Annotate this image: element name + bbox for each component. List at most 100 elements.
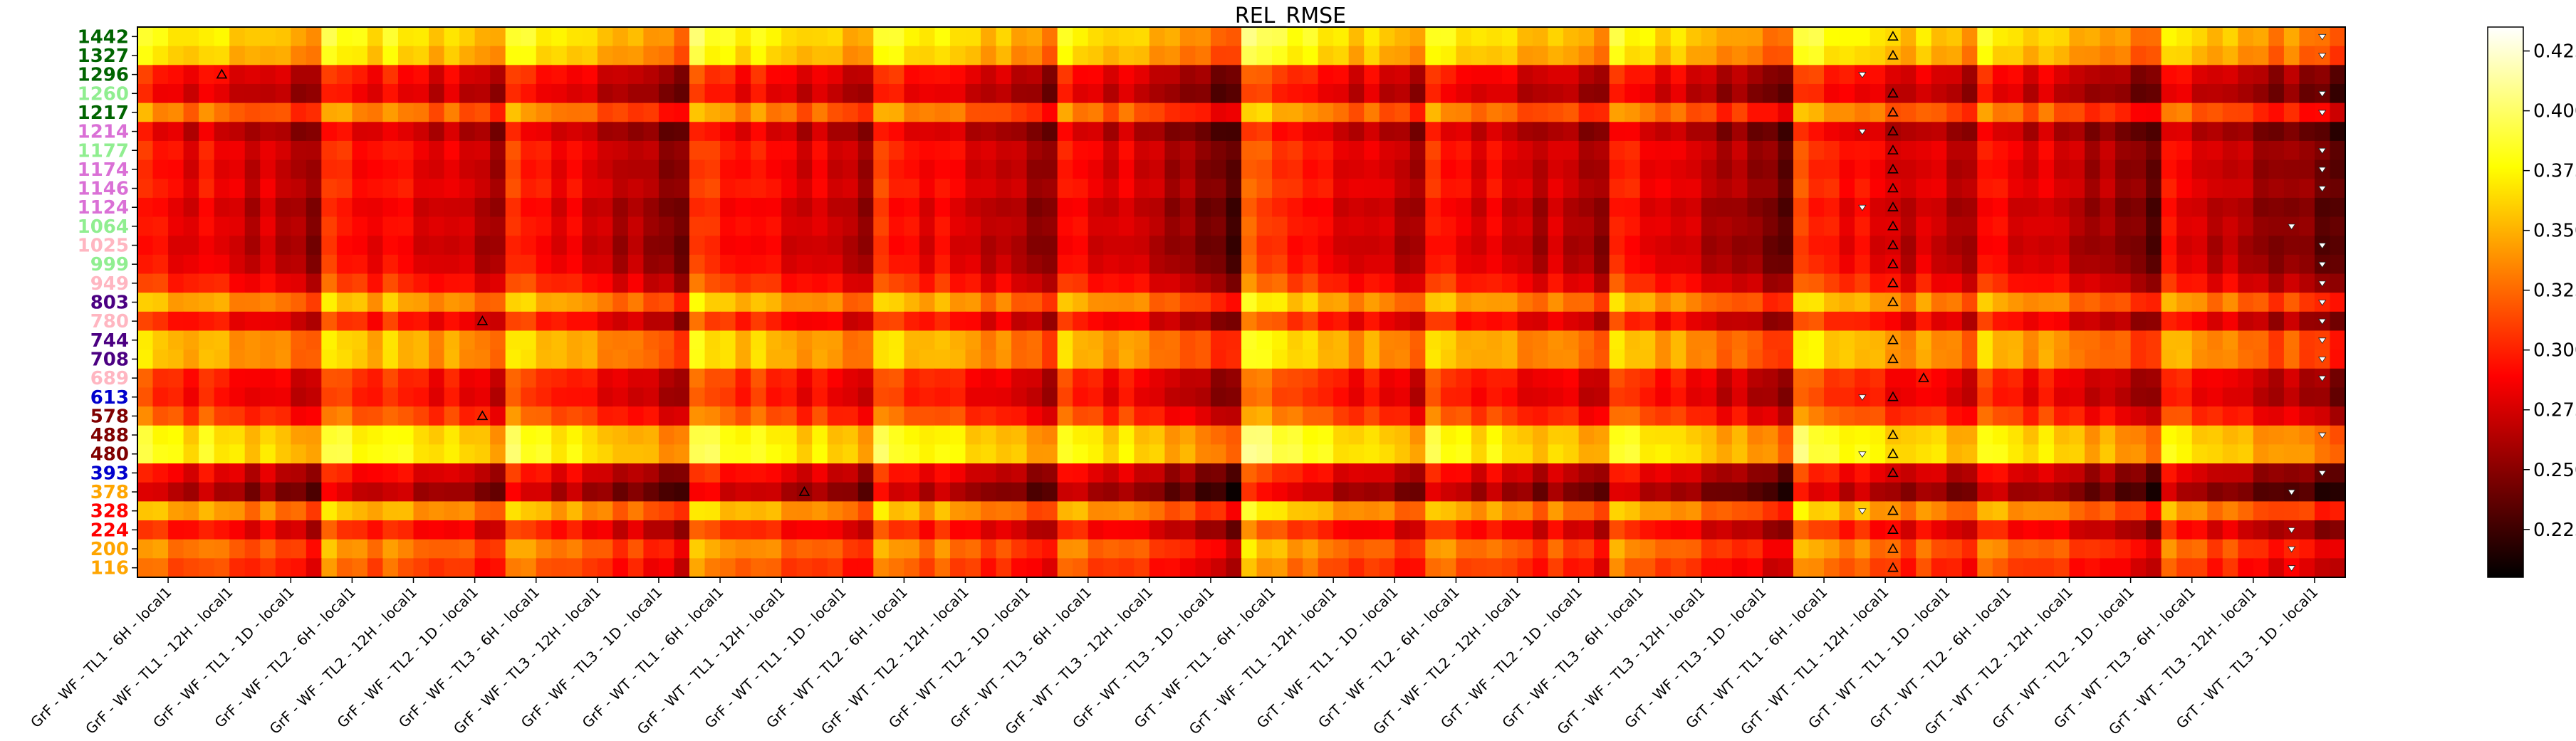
heatmap-cell [1824,46,1840,65]
heatmap-cell [689,103,706,122]
heatmap-cell [1808,406,1825,426]
heatmap-cell [1992,463,2008,483]
heatmap-cell [1839,103,1855,122]
heatmap-cell [536,254,552,275]
heatmap-cell [1639,311,1656,332]
heatmap-cell [857,236,874,256]
heatmap-cell [536,65,552,85]
heatmap-cell [2069,65,2085,85]
heatmap-cell [1548,254,1564,275]
heatmap-cell [1103,482,1120,502]
heatmap-cell [1517,406,1533,426]
heatmap-cell [1303,406,1319,426]
heatmap-cell [1501,65,1518,85]
heatmap-cell [1348,558,1365,578]
heatmap-cell [2299,83,2315,104]
heatmap-cell [429,140,445,161]
heatmap-cell [1533,444,1549,464]
heatmap-cell [1456,140,1472,161]
heatmap-cell [1916,539,1932,559]
heatmap-cell [582,520,598,540]
heatmap-cell [766,46,782,65]
heatmap-cell [1409,179,1426,199]
heatmap-cell [1425,406,1441,426]
heatmap-cell [152,425,169,446]
heatmap-cell [137,368,154,389]
heatmap-cell [1333,140,1350,161]
heatmap-cell [505,539,521,559]
heatmap-cell [582,425,598,446]
heatmap-cell [1517,216,1533,236]
heatmap-cell [168,179,184,199]
heatmap-cell [1870,122,1886,142]
heatmap-cell [1088,520,1104,540]
heatmap-cell [1149,350,1165,369]
heatmap-cell [152,197,169,218]
heatmap-cell [1533,520,1549,540]
heatmap-cell [505,65,521,85]
marker-down-triangle [2287,546,2296,553]
heatmap-cell [949,46,966,65]
heatmap-cell [1486,293,1503,312]
heatmap-cell [199,425,215,446]
heatmap-cell [1149,482,1165,502]
heatmap-cell [1164,46,1181,65]
heatmap-cell [321,179,338,199]
heatmap-cell [949,463,966,483]
heatmap-cell [2283,311,2300,332]
heatmap-cell [1379,558,1395,578]
heatmap-cell [1762,46,1779,65]
heatmap-cell [1333,254,1350,275]
heatmap-cell [1946,330,1963,350]
heatmap-cell [429,122,445,142]
heatmap-cell [1609,387,1625,407]
heatmap-cell [2038,140,2055,161]
heatmap-cell [735,539,751,559]
heatmap-cell [1042,350,1058,369]
heatmap-cell [1057,558,1073,578]
heatmap-cell [521,463,537,483]
heatmap-cell [229,444,246,464]
heatmap-cell [1609,444,1625,464]
heatmap-cell [658,558,675,578]
heatmap-cell [1364,463,1380,483]
heatmap-cell [981,236,997,256]
heatmap-cell [1210,83,1227,104]
heatmap-cell [1992,330,2008,350]
heatmap-cell [1992,159,2008,179]
heatmap-cell [1686,103,1702,122]
heatmap-cell [781,482,798,502]
heatmap-cell [1961,368,1978,389]
heatmap-cell [490,122,506,142]
heatmap-cell [521,122,537,142]
heatmap-cell [1011,236,1028,256]
heatmap-cell [2069,122,2085,142]
heatmap-cell [812,103,828,122]
heatmap-cell [1900,236,1917,256]
heatmap-cell [474,520,491,540]
heatmap-cell [1379,46,1395,65]
heatmap-cell [1517,330,1533,350]
heatmap-cell [1026,140,1043,161]
heatmap-cell [321,482,338,502]
heatmap-cell [1134,103,1150,122]
heatmap-cell [1824,387,1840,407]
heatmap-cell [1287,558,1303,578]
heatmap-cell [352,330,368,350]
marker-down-triangle [2317,470,2327,477]
heatmap-cell [812,140,828,161]
heatmap-cell [1992,179,2008,199]
heatmap-cell [2176,83,2193,104]
heatmap-cell [521,501,537,521]
heatmap-cell [566,406,583,426]
heatmap-cell [1701,311,1717,332]
heatmap-cell [1241,406,1258,426]
heatmap-cell [1256,311,1273,332]
heatmap-cell [521,406,537,426]
heatmap-cell [2023,216,2040,236]
heatmap-cell [689,293,706,312]
heatmap-cell [1026,482,1043,502]
heatmap-cell [1318,27,1334,47]
heatmap-cell [444,254,460,275]
heatmap-cell [429,46,445,65]
